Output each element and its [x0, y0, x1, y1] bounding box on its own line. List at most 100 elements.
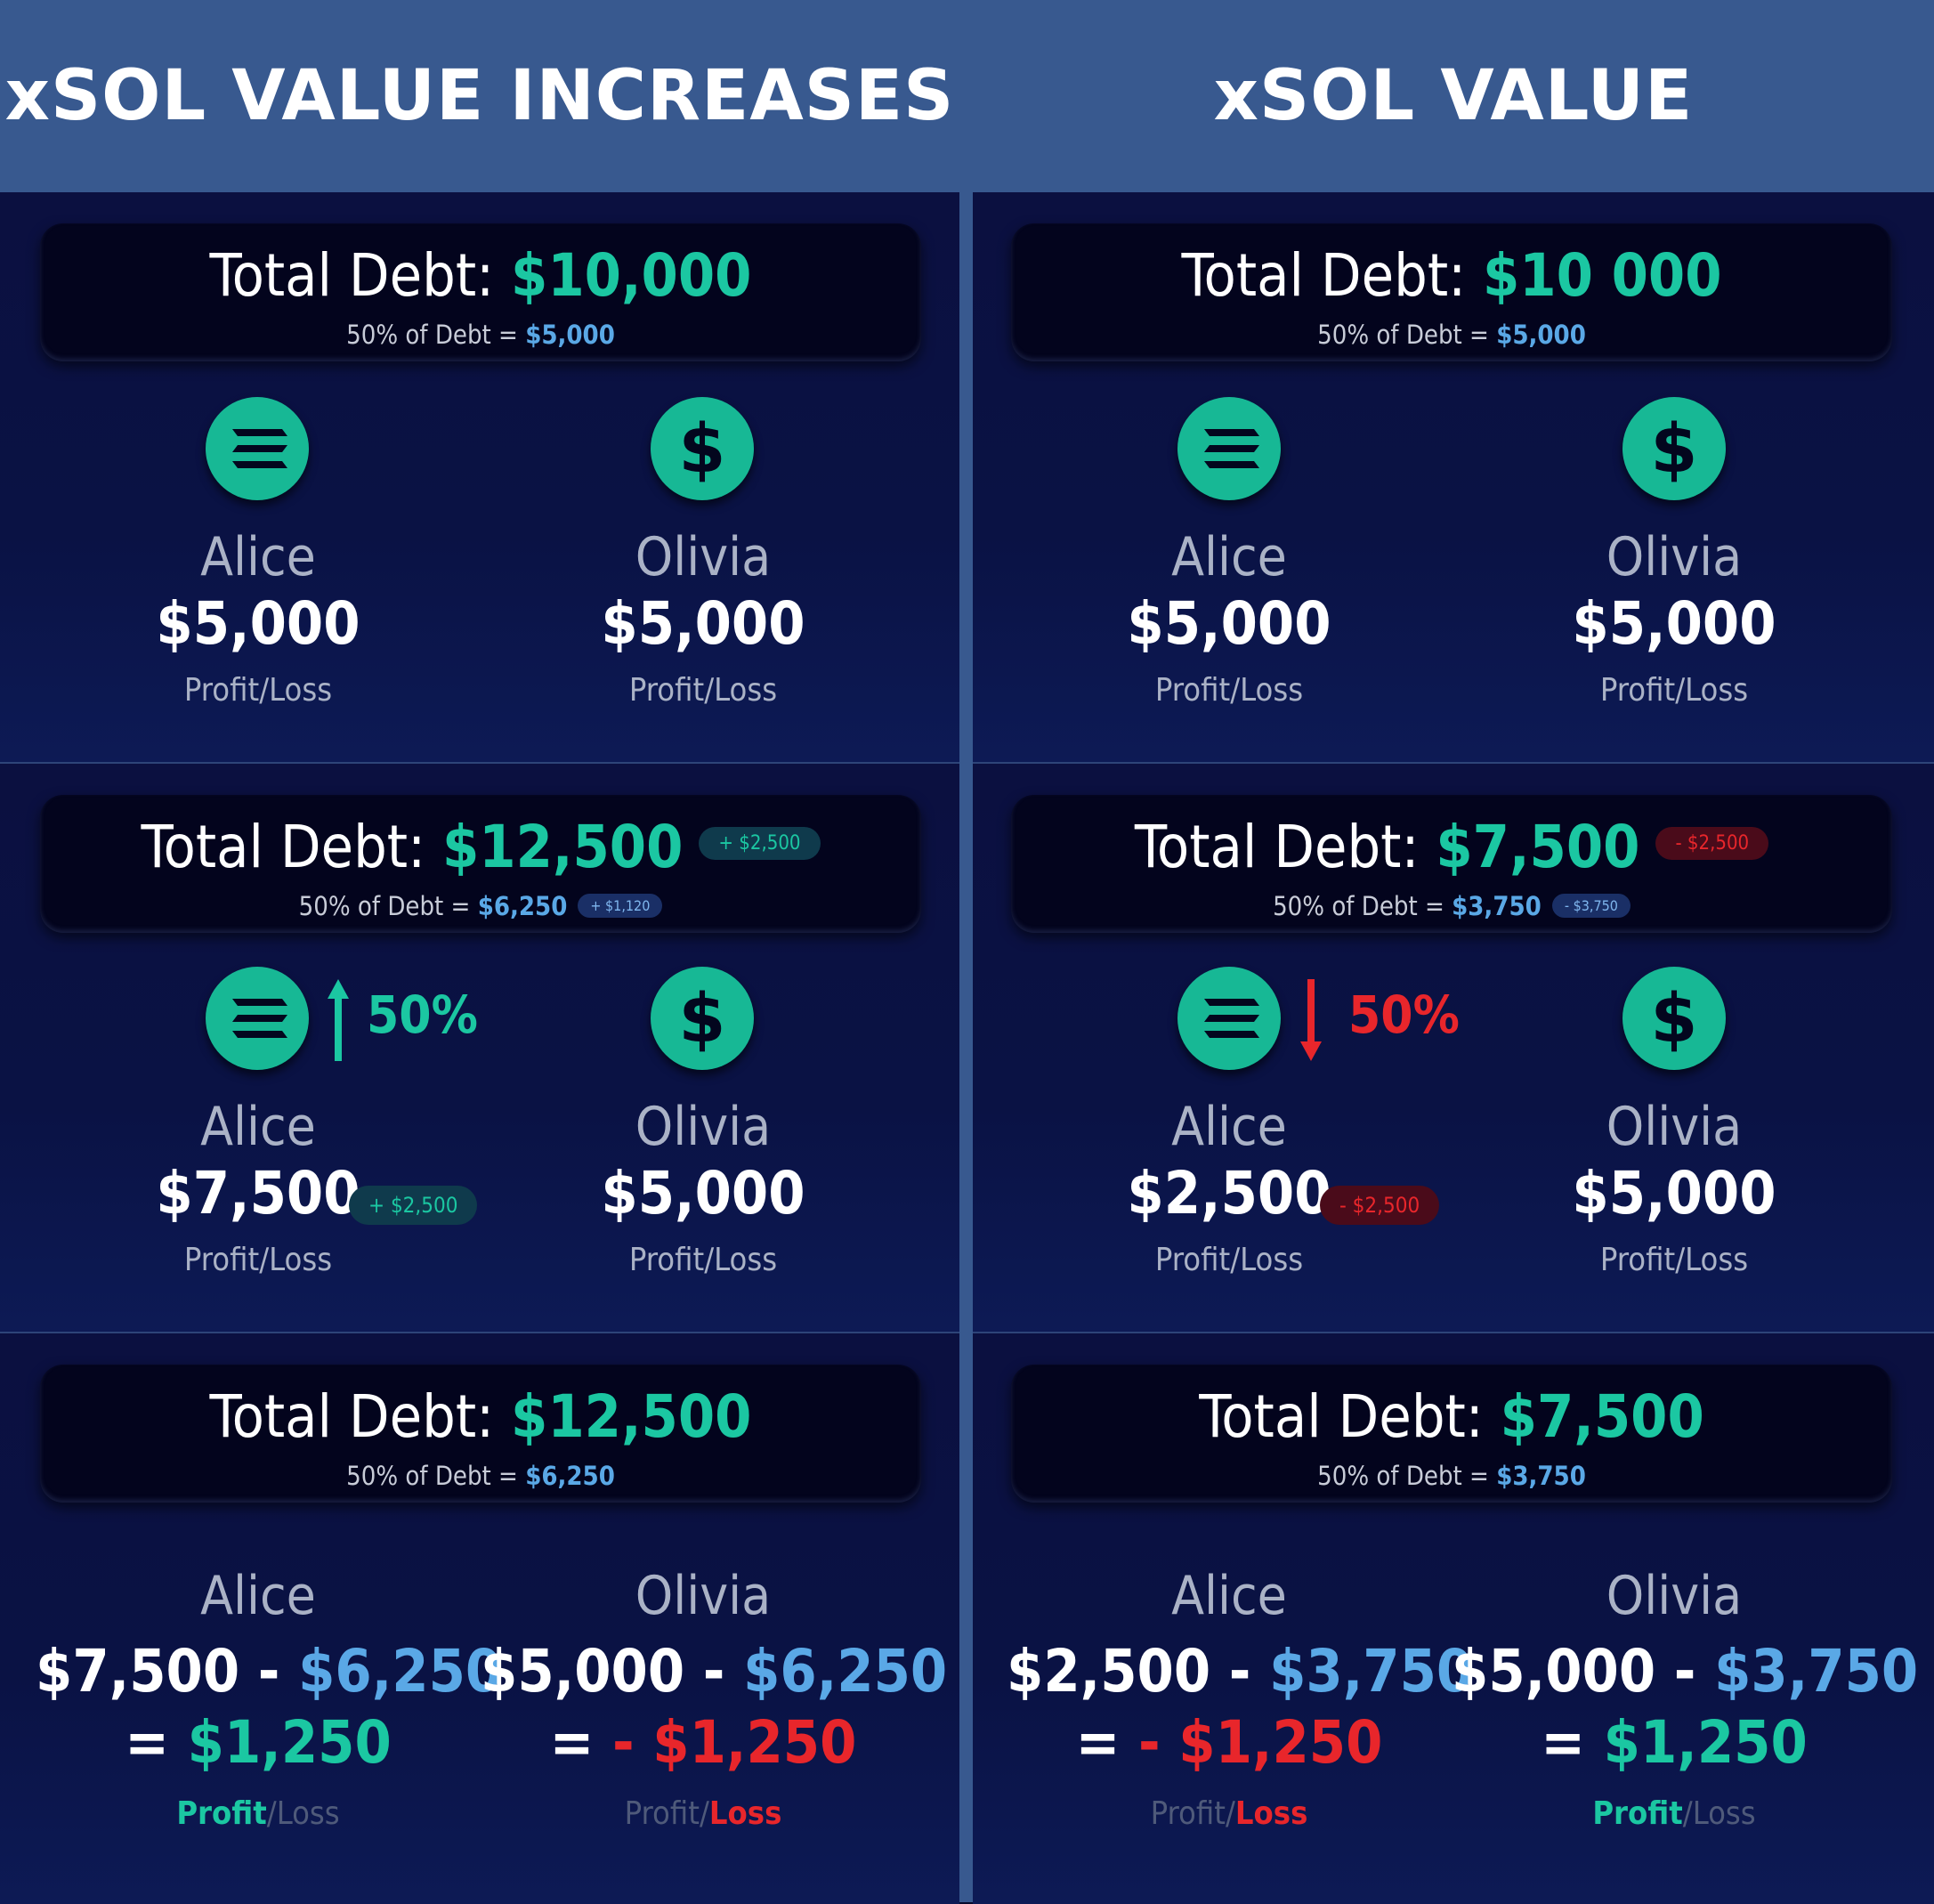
total-debt-value: $7,500	[1500, 1382, 1704, 1451]
alice-amount: $5,000	[156, 589, 360, 658]
half-debt-change-badge: + $1,120	[578, 893, 663, 918]
result-value: $1,250	[652, 1708, 857, 1777]
increase-column: Total Debt: $10,000 50% of Debt = $5,000…	[0, 192, 959, 1904]
half-debt-value: $6,250	[525, 1461, 615, 1491]
half-debt-line: 50% of Debt = $3,750	[1011, 1461, 1892, 1491]
alice-amount: $5,000	[1127, 589, 1331, 658]
left-column-title: xSOL VALUE INCREASES	[4, 56, 955, 136]
olivia-name: Olivia	[1606, 1096, 1743, 1158]
held-value: $7,500	[36, 1637, 240, 1705]
dollar-icon: $	[651, 967, 754, 1070]
profit-loss-label: Profit/Loss	[183, 1242, 333, 1278]
alice-summary: Alice $5,000 Profit/Loss	[1042, 526, 1416, 722]
profit-loss-indicator: Profit/Loss	[624, 1795, 782, 1832]
alice-settlement: Alice $2,500 - $3,750 = - $1,250 Profit/…	[1007, 1556, 1473, 1850]
olivia-settlement: Olivia $5,000 - $3,750 = $1,250 Profit/L…	[1452, 1556, 1918, 1850]
total-debt-box: Total Debt: $10,000 50% of Debt = $5,000	[40, 223, 921, 361]
total-debt-line: Total Debt: $7,500 - $2,500	[1011, 813, 1892, 881]
initial-state-panel: Total Debt: $10 000 50% of Debt = $5,000…	[973, 192, 1934, 762]
total-debt-line: Total Debt: $10 000	[1011, 241, 1892, 310]
half-debt-value: $3,750	[1452, 891, 1542, 921]
profit-loss-indicator: Profit/Loss	[1150, 1795, 1308, 1832]
profit-loss-label: Profit/Loss	[183, 672, 333, 709]
dollar-icon: $	[1622, 967, 1726, 1070]
half-debt-line: 50% of Debt = $6,250	[40, 1461, 921, 1491]
olivia-summary: Olivia $5,000 Profit/Loss	[516, 1096, 890, 1292]
olivia-summary: Olivia $5,000 Profit/Loss	[516, 526, 890, 722]
right-column-title: xSOL VALUE DECREASES	[1213, 56, 1694, 328]
solana-icon	[206, 397, 309, 500]
olivia-amount: $5,000	[601, 1159, 805, 1227]
settlement-panel: Total Debt: $7,500 50% of Debt = $3,750 …	[973, 1332, 1934, 1904]
profit-loss-label: Profit/Loss	[628, 672, 778, 709]
olivia-settlement: Olivia $5,000 - $6,250 = - $1,250 Profit…	[481, 1556, 947, 1850]
total-debt-value: $12,500	[441, 813, 684, 881]
total-debt-box: Total Debt: $10 000 50% of Debt = $5,000	[1011, 223, 1892, 361]
half-debt-label: 50% of Debt =	[1273, 891, 1453, 921]
profit-loss-label: Profit/Loss	[1154, 1242, 1304, 1278]
debt-share-value: $3,750	[1714, 1637, 1919, 1705]
solana-icon	[1177, 967, 1281, 1070]
svg-text:$: $	[1651, 409, 1698, 488]
sol-change-percent: 50%	[367, 984, 478, 1045]
half-debt-line: 50% of Debt = $6,250 + $1,120	[40, 891, 921, 921]
debt-share-value: $3,750	[1269, 1637, 1474, 1705]
half-debt-line: 50% of Debt = $5,000	[40, 320, 921, 350]
total-debt-value: $7,500	[1436, 813, 1640, 881]
alice-result: = - $1,250	[1075, 1708, 1383, 1777]
total-debt-label: Total Debt:	[1134, 813, 1420, 881]
olivia-result: = - $1,250	[549, 1708, 857, 1777]
alice-change-badge: + $2,500	[349, 1186, 478, 1225]
total-debt-label: Total Debt:	[209, 1382, 495, 1451]
debt-share-value: $6,250	[298, 1637, 503, 1705]
held-value: $2,500	[1007, 1637, 1211, 1705]
alice-settlement: Alice $7,500 - $6,250 = $1,250 Profit/Lo…	[36, 1556, 502, 1850]
profit-loss-label: Profit/Loss	[1599, 672, 1749, 709]
alice-name: Alice	[1171, 526, 1287, 588]
alice-amount: $7,500	[156, 1159, 360, 1227]
olivia-amount: $5,000	[1572, 589, 1776, 658]
dollar-icon: $	[1622, 397, 1726, 500]
arrow-down-icon	[1300, 979, 1322, 1061]
half-debt-change-badge: - $3,750	[1551, 893, 1631, 918]
half-debt-value: $5,000	[525, 320, 615, 350]
half-debt-label: 50% of Debt =	[1317, 1461, 1497, 1491]
profit-loss-indicator: Profit/Loss	[1592, 1795, 1756, 1832]
alice-change-badge: - $2,500	[1320, 1186, 1440, 1225]
olivia-name: Olivia	[635, 526, 772, 588]
total-debt-value: $10,000	[511, 241, 752, 310]
profit-loss-indicator: Profit/Loss	[176, 1795, 340, 1832]
olivia-name: Olivia	[635, 1096, 772, 1158]
profit-loss-label: Profit/Loss	[1154, 672, 1304, 709]
column-divider	[959, 192, 973, 1902]
total-debt-line: Total Debt: $12,500	[40, 1382, 921, 1451]
alice-summary: Alice $5,000 Profit/Loss	[71, 526, 445, 722]
half-debt-label: 50% of Debt =	[1317, 320, 1497, 350]
header-bar: xSOL VALUE INCREASES xSOL VALUE DECREASE…	[0, 0, 1934, 328]
olivia-amount: $5,000	[1572, 1159, 1776, 1227]
olivia-result: = $1,250	[1541, 1708, 1808, 1777]
held-value: $5,000	[1452, 1637, 1656, 1705]
sol-change-percent: 50%	[1348, 984, 1460, 1045]
olivia-name: Olivia	[635, 1565, 772, 1627]
debt-share-value: $6,250	[743, 1637, 948, 1705]
alice-name: Alice	[200, 526, 316, 588]
olivia-name: Olivia	[1606, 526, 1743, 588]
half-debt-label: 50% of Debt =	[346, 320, 526, 350]
alice-result: = $1,250	[125, 1708, 392, 1777]
half-debt-value: $3,750	[1496, 1461, 1586, 1491]
result-value: $1,250	[187, 1708, 392, 1777]
half-debt-label: 50% of Debt =	[298, 891, 478, 921]
result-value: $1,250	[1178, 1708, 1383, 1777]
total-debt-change-badge: - $2,500	[1655, 827, 1769, 861]
alice-name: Alice	[1171, 1565, 1287, 1627]
solana-icon	[206, 967, 309, 1070]
total-debt-box: Total Debt: $7,500 - $2,500 50% of Debt =…	[1011, 795, 1892, 933]
total-debt-box: Total Debt: $12,500 + $2,500 50% of Debt …	[40, 795, 921, 933]
settlement-panel: Total Debt: $12,500 50% of Debt = $6,250…	[0, 1332, 959, 1904]
arrow-up-icon	[328, 979, 349, 1061]
total-debt-box: Total Debt: $7,500 50% of Debt = $3,750	[1011, 1365, 1892, 1503]
profit-loss-label: Profit/Loss	[628, 1242, 778, 1278]
total-debt-line: Total Debt: $10,000	[40, 241, 921, 310]
olivia-name: Olivia	[1606, 1565, 1743, 1627]
